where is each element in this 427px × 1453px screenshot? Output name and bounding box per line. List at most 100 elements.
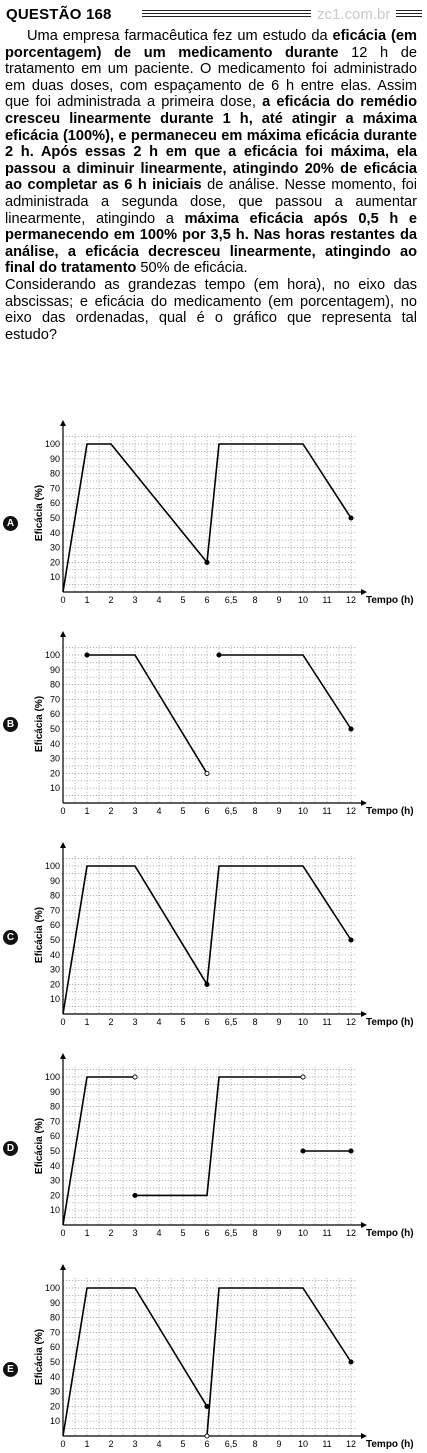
x-tick-label: 1 [84,1228,89,1238]
y-tick-label: 80 [50,1102,60,1112]
option-a[interactable]: 0 1 2 3 4 5 6 6,5 8 9 10 11 12 10 20 30 40 50 60 70 80 90 100 T… [0,398,427,609]
x-axis-arrow [361,1433,367,1439]
option-a-badge[interactable]: A [3,516,18,531]
option-c-badge[interactable]: C [3,930,18,945]
y-tick-label: 20 [50,768,60,778]
filled-point-marker [348,937,354,943]
y-axis-label: Eficácia (%) [34,1118,45,1174]
y-tick-label: 80 [50,1313,60,1323]
option-d-badge[interactable]: D [3,1141,18,1156]
x-tick-label: 2 [108,1439,113,1449]
grid [63,1067,356,1225]
x-tick-label: 4 [156,1439,161,1449]
x-tick-label: 12 [346,1017,356,1027]
y-tick-label: 10 [50,1205,60,1215]
y-axis-arrow [60,842,66,848]
chart-a: 0 1 2 3 4 5 6 6,5 8 9 10 11 12102030405060708090100T… [34,420,414,606]
series-line [206,1287,352,1437]
option-e[interactable]: 0 1 2 3 4 5 6 6,5 8 9 10 11 12 10 20 30 40 50 60 70 80 90 100 T… [0,1242,427,1453]
x-tick-label: 0 [60,595,65,605]
x-axis-label: Tempo (h) [366,1439,414,1450]
x-tick-label: 10 [298,595,308,605]
y-tick-label: 10 [50,783,60,793]
filled-point-marker [132,1192,138,1198]
y-tick-label: 100 [45,650,60,660]
y-tick-label: 30 [50,1387,60,1397]
y-tick-label: 70 [50,1327,60,1337]
x-axis-arrow [361,800,367,806]
option-e-badge[interactable]: E [3,1362,18,1377]
x-tick-label: 4 [156,595,161,605]
chart-b: 0 1 2 3 4 5 6 6,5 8 9 10 11 12102030405060708090100T… [34,631,414,817]
question-header: QUESTÃO 168 zc1.com.br [6,6,422,26]
x-tick-label: 8 [252,1228,257,1238]
filled-point-marker [348,1148,354,1154]
x-tick-label: 3 [132,1228,137,1238]
x-tick-label: 6,5 [225,1439,238,1449]
option-c[interactable]: 0 1 2 3 4 5 6 6,5 8 9 10 11 12 10 20 30 40 50 60 70 80 90 100 T… [0,820,427,1031]
x-tick-label: 9 [276,806,281,816]
y-tick-label: 60 [50,1342,60,1352]
x-tick-label: 6 [204,1439,209,1449]
x-tick-label: 12 [346,595,356,605]
x-tick-label: 8 [252,1017,257,1027]
y-tick-label: 40 [50,950,60,960]
x-tick-label: 5 [180,595,185,605]
x-tick-label: 2 [108,1017,113,1027]
chart-d: 0 1 2 3 4 5 6 6,5 8 9 10 11 12102030405060708090100T… [34,1053,414,1239]
x-tick-label: 1 [84,1017,89,1027]
x-tick-label: 9 [276,1439,281,1449]
y-tick-label: 60 [50,709,60,719]
y-tick-label: 30 [50,965,60,975]
x-tick-label: 1 [84,1439,89,1449]
y-tick-label: 100 [45,1283,60,1293]
x-tick-label: 10 [298,1017,308,1027]
x-tick-label: 2 [108,595,113,605]
y-axis-label: Eficácia (%) [34,696,45,752]
x-tick-label: 6,5 [225,806,238,816]
y-tick-label: 70 [50,694,60,704]
open-point-marker [300,1074,306,1080]
option-d[interactable]: 0 1 2 3 4 5 6 6,5 8 9 10 11 12 10 20 30 40 50 60 70 80 90 100 T… [0,1031,427,1242]
option-b-badge[interactable]: B [3,717,18,732]
chart-e: 0 1 2 3 4 5 6 6,5 8 9 10 11 12102030405060708090100T… [34,1264,414,1450]
x-tick-label: 11 [322,595,331,605]
x-tick-label: 6 [204,1017,209,1027]
option-b[interactable]: 0 1 2 3 4 5 6 6,5 8 9 10 11 12 10 20 30 40 50 60 70 80 90 100 T… [0,609,427,820]
y-axis-arrow [60,1053,66,1059]
x-tick-label: 0 [60,1228,65,1238]
x-tick-label: 8 [252,806,257,816]
x-tick-label: 5 [180,1439,185,1449]
y-tick-label: 40 [50,1372,60,1382]
x-tick-label: 2 [108,1228,113,1238]
y-tick-label: 30 [50,1176,60,1186]
y-tick-label: 90 [50,665,60,675]
y-tick-label: 50 [50,513,60,523]
x-tick-label: 4 [156,806,161,816]
open-point-marker [204,1433,210,1439]
y-tick-label: 40 [50,528,60,538]
x-axis-arrow [361,1222,367,1228]
x-tick-label: 9 [276,595,281,605]
y-tick-label: 100 [45,439,60,449]
y-tick-label: 10 [50,572,60,582]
y-tick-label: 60 [50,1131,60,1141]
y-tick-label: 100 [45,861,60,871]
watermark: zc1.com.br [311,6,397,23]
y-tick-label: 10 [50,1416,60,1426]
x-tick-label: 11 [322,1228,331,1238]
series-line [87,654,208,774]
x-tick-label: 0 [60,806,65,816]
x-tick-label: 6,5 [225,1228,238,1238]
x-tick-label: 11 [322,806,331,816]
x-tick-label: 1 [84,806,89,816]
y-tick-label: 50 [50,935,60,945]
y-tick-label: 70 [50,483,60,493]
y-tick-label: 50 [50,1146,60,1156]
x-axis-label: Tempo (h) [366,595,414,606]
y-tick-label: 100 [45,1072,60,1082]
x-tick-label: 12 [346,806,356,816]
x-tick-label: 6 [204,595,209,605]
x-tick-label: 3 [132,1017,137,1027]
grid [63,1278,356,1436]
